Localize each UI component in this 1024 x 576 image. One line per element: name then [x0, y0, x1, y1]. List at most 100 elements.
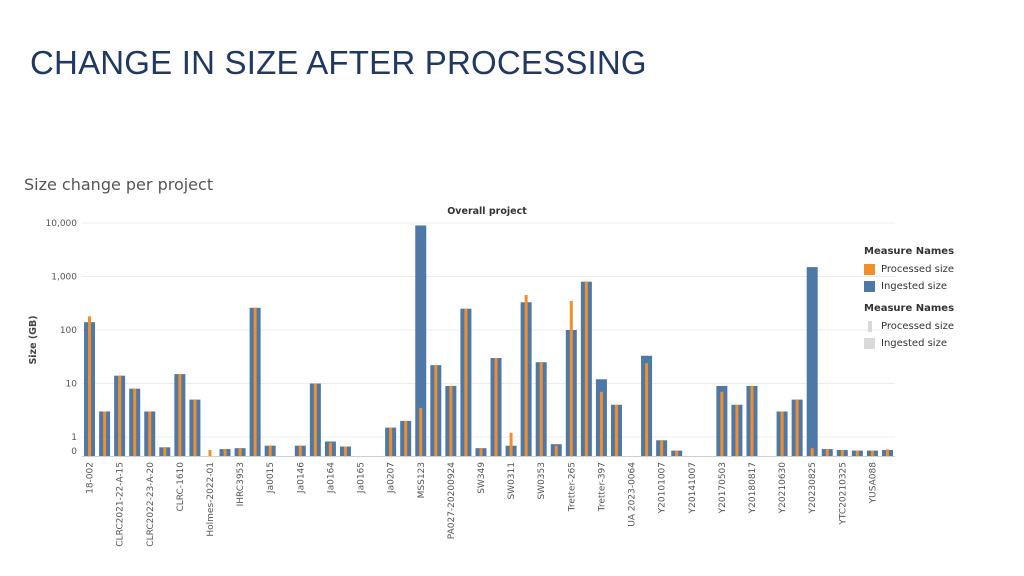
x-tick-label: CLRC2021-22-A-15: [116, 462, 126, 547]
x-tick-label: Ja0146: [296, 462, 306, 494]
bar-processed-size: [343, 446, 347, 456]
y-tick-label: 1,000: [51, 273, 77, 283]
bar-ingested-size: [806, 267, 818, 456]
legend-item-processed-size: Processed size: [864, 318, 954, 335]
x-tick-label: YTC20210325: [838, 462, 848, 526]
slide-title: CHANGE IN SIZE AFTER PROCESSING: [30, 44, 647, 81]
gridlines: [82, 222, 895, 457]
x-tick-label: Y20180817: [748, 462, 758, 514]
x-tick-label: Holmes-2022-01: [206, 462, 216, 537]
legend-label: Processed size: [881, 321, 955, 332]
bar-processed-size: [208, 450, 212, 456]
x-tick-label: IHRC3953: [236, 462, 246, 506]
bar-processed-size: [840, 450, 844, 456]
x-tick-label: Tretter-265: [567, 462, 577, 512]
bar-processed-size: [810, 448, 814, 456]
bar-processed-size: [675, 450, 679, 456]
bar-processed-size: [178, 374, 182, 456]
y-tick-label: 10: [66, 380, 78, 390]
bar-processed-size: [464, 308, 468, 456]
bar-processed-size: [855, 450, 859, 456]
bar-processed-size: [434, 365, 438, 456]
bar-processed-size: [313, 383, 317, 456]
bar-processed-size: [524, 295, 528, 456]
y-tick-label: 1: [71, 433, 77, 443]
bar-processed-size: [509, 432, 513, 456]
bar-ingested-size: [415, 225, 427, 456]
bar-processed-size: [118, 375, 122, 456]
legend-title: Measure Names: [864, 303, 955, 314]
x-tick-label: Tretter-397: [597, 462, 607, 512]
legend-title: Measure Names: [864, 246, 955, 257]
bar-processed-size: [750, 385, 754, 456]
legend-swatch-processed-size: [868, 321, 872, 332]
legend-label: Processed size: [881, 264, 955, 275]
bar-processed-size: [328, 442, 332, 456]
x-tick-label: Ja0207: [387, 462, 397, 494]
bar-processed-size: [103, 411, 107, 456]
chart-heading: Size change per project: [24, 175, 214, 194]
x-tick-label: YUSA088: [868, 462, 878, 505]
bar-processed-size: [599, 391, 603, 456]
bar-processed-size: [238, 448, 242, 456]
bar-processed-size: [494, 357, 498, 456]
x-tick-label: Y20170503: [718, 462, 728, 514]
legend-label: Ingested size: [881, 281, 947, 292]
x-tick-label: SW0311: [507, 462, 517, 500]
bar-processed-size: [193, 399, 197, 456]
bar-processed-size: [88, 316, 92, 456]
x-tick-label: Ja0165: [357, 462, 367, 494]
x-tick-label: Y20101007: [658, 462, 668, 514]
bar-processed-size: [148, 411, 152, 456]
y-tick-label: 10,000: [46, 219, 78, 229]
x-tick-label: 18-002: [86, 462, 96, 494]
bar-processed-size: [539, 362, 543, 456]
x-tick-label: SW349: [477, 462, 487, 494]
x-tick-label: MSS123: [417, 462, 427, 498]
bar-processed-size: [870, 450, 874, 456]
bar-processed-size: [660, 440, 664, 456]
bar-processed-size: [253, 307, 257, 456]
bar-processed-size: [133, 388, 137, 456]
legend-label: Ingested size: [881, 338, 947, 349]
y-axis-label: Size (GB): [28, 315, 39, 364]
x-tick-label: Ja0164: [326, 462, 336, 494]
legend: Measure Names Processed size Ingested si…: [864, 246, 954, 352]
x-tick-label: CLRC-1610: [176, 462, 186, 512]
bar-processed-size: [569, 300, 573, 456]
bar-processed-size: [163, 447, 167, 456]
legend-item-processed: Processed size: [864, 261, 954, 278]
bar-processed-size: [720, 391, 724, 456]
x-tick-label: Ja0015: [266, 462, 276, 494]
y-tick-label: 0: [71, 447, 77, 457]
bar-processed-size: [825, 449, 829, 456]
legend-group-size: Measure Names Processed size Ingested si…: [864, 303, 954, 352]
bar-processed-size: [554, 445, 558, 456]
bar-processed-size: [645, 363, 649, 456]
chart-title: Overall project: [447, 206, 527, 217]
bars: [84, 225, 893, 456]
bar-processed-size: [780, 411, 784, 456]
x-axis-ticks: 18-002 CLRC2021-22-A-15 CLRC2022-23-A-20 CL…: [86, 462, 879, 547]
bar-processed-size: [795, 399, 799, 456]
x-tick-label: PA027-20200924: [447, 462, 457, 540]
bar-processed-size: [614, 404, 618, 456]
bar-processed-size: [268, 445, 272, 456]
x-tick-label: CLRC2022-23-A-20: [146, 462, 156, 547]
bar-processed-size: [298, 445, 302, 456]
bar-processed-size: [885, 449, 889, 456]
bar-processed-size: [223, 449, 227, 456]
x-tick-label: Y20210630: [778, 462, 788, 515]
bar-processed-size: [419, 407, 423, 456]
bar-processed-size: [584, 281, 588, 456]
y-tick-label: 100: [60, 326, 77, 336]
bar-processed-size: [479, 448, 483, 456]
bar-processed-size: [735, 404, 739, 456]
legend-swatch-processed: [864, 264, 875, 275]
legend-item-ingested-size: Ingested size: [864, 335, 954, 352]
legend-swatch-ingested: [864, 281, 875, 292]
x-tick-label: UA 2023-0064: [628, 462, 638, 527]
legend-group-color: Measure Names Processed size Ingested si…: [864, 246, 954, 295]
